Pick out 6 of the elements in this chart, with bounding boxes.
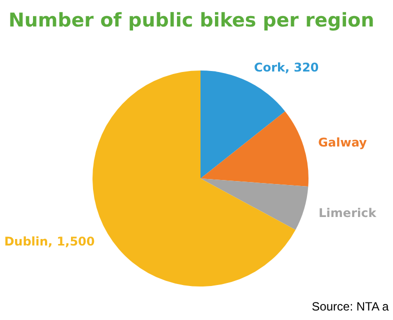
slice-label: Cork, 320 xyxy=(254,60,319,75)
slice-label: Galway xyxy=(318,135,368,150)
slice-label: Dublin, 1,500 xyxy=(4,234,95,249)
source-note: Source: NTA a xyxy=(312,300,390,314)
chart-title: Number of public bikes per region xyxy=(8,10,374,32)
slice-label: Limerick xyxy=(318,206,378,220)
